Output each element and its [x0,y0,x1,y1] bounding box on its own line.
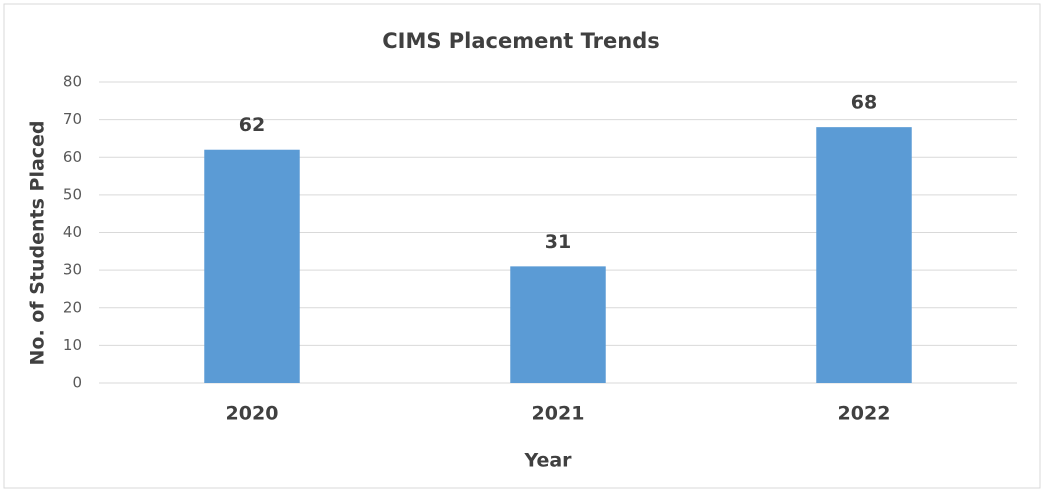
x-tick-label: 2022 [838,403,891,425]
y-axis-label: No. of Students Placed [27,120,49,365]
x-axis-label: Year [523,450,572,472]
chart-title: CIMS Placement Trends [382,29,660,53]
y-tick-label: 80 [63,73,82,91]
bar [510,266,606,383]
data-label: 31 [545,231,571,253]
y-tick-label: 0 [72,374,82,392]
bar [816,127,912,384]
data-label: 62 [239,114,265,136]
y-tick-label: 30 [63,261,82,279]
y-tick-label: 10 [63,336,82,354]
data-label: 68 [851,92,877,114]
y-tick-label: 50 [63,185,82,203]
bar [204,149,300,383]
x-tick-label: 2020 [226,403,279,425]
y-tick-label: 70 [63,110,82,128]
y-tick-label: 40 [63,223,82,241]
y-tick-label: 20 [63,298,82,316]
x-tick-label: 2021 [532,403,585,425]
y-tick-label: 60 [63,148,82,166]
